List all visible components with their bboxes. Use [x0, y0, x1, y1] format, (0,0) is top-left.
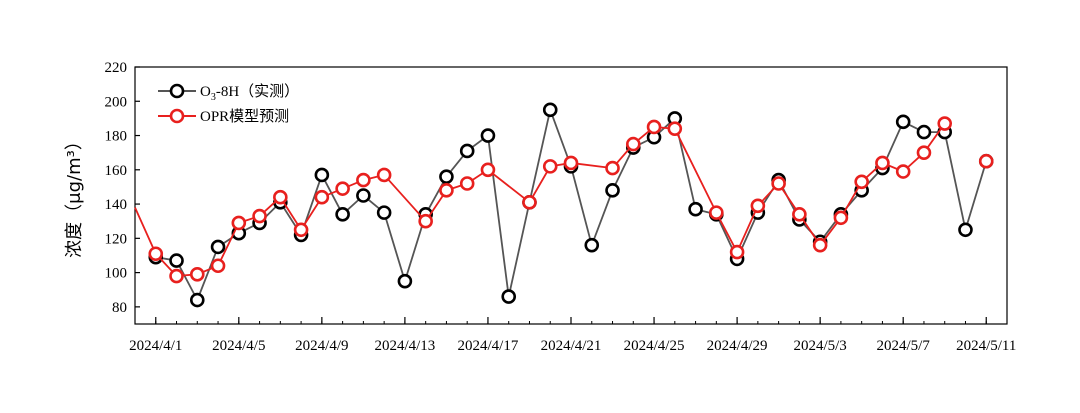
y-tick-label: 80 — [112, 300, 127, 316]
y-tick-label: 220 — [105, 60, 128, 76]
x-tick-label: 2024/5/3 — [793, 338, 846, 354]
y-axis-title: 浓度（μg/m³） — [64, 132, 85, 258]
data-point-predicted — [563, 155, 579, 171]
data-point-predicted — [522, 195, 537, 210]
series-predicted — [134, 116, 994, 284]
data-point-predicted — [895, 164, 911, 179]
data-point-predicted — [833, 210, 849, 226]
data-point-predicted — [646, 119, 662, 135]
data-point-predicted — [709, 205, 724, 220]
x-tick-label: 2024/5/11 — [956, 338, 1016, 354]
legend-marker-measured — [169, 83, 185, 99]
x-tick-label: 2024/4/13 — [374, 338, 435, 354]
x-tick-label: 2024/4/25 — [624, 338, 685, 354]
data-point-predicted — [812, 237, 828, 253]
data-point-measured — [335, 207, 350, 222]
axes: 80 100 120 140 160 180 200 220 2024/4/1 2024/4/5 2… — [105, 60, 1017, 354]
data-point-measured — [210, 239, 226, 255]
series-layer — [134, 102, 994, 308]
data-point-measured — [605, 183, 620, 198]
x-tick-label: 2024/5/7 — [877, 338, 931, 354]
legend: O3-8H（实测） OPR模型预测 — [158, 83, 299, 125]
data-point-measured — [501, 289, 517, 304]
data-point-measured — [356, 188, 371, 203]
x-tick-label: 2024/4/1 — [129, 338, 182, 354]
y-tick-label: 100 — [105, 266, 128, 282]
data-point-measured — [459, 143, 475, 159]
data-point-measured — [439, 169, 454, 184]
data-point-measured — [584, 237, 600, 253]
x-tick-label: 2024/4/9 — [295, 338, 348, 354]
data-point-predicted — [854, 174, 869, 190]
y-tick-label: 180 — [105, 129, 128, 145]
data-point-measured — [314, 167, 330, 183]
data-point-predicted — [231, 215, 247, 231]
y-tick-label: 140 — [105, 197, 128, 213]
x-tick-label: 2024/4/5 — [212, 338, 265, 354]
data-point-predicted — [875, 155, 890, 171]
data-point-measured — [480, 128, 496, 143]
data-point-measured — [189, 292, 205, 308]
legend-label-measured-rest: -8H（实测） — [216, 83, 299, 100]
data-point-predicted — [356, 172, 371, 188]
data-point-predicted — [937, 116, 953, 131]
data-point-predicted — [542, 159, 558, 174]
data-point-predicted — [439, 183, 454, 198]
data-point-predicted — [978, 153, 994, 169]
plot-frame — [134, 66, 1008, 325]
data-point-predicted — [771, 176, 786, 191]
legend-marker-predicted — [169, 108, 185, 124]
data-point-predicted — [335, 181, 350, 196]
legend-label-measured: O3-8H（实测） — [200, 83, 299, 103]
data-point-measured — [169, 253, 184, 268]
data-point-predicted — [148, 246, 164, 262]
y-tick-label: 120 — [105, 231, 128, 247]
data-point-measured — [542, 102, 558, 118]
data-point-predicted — [314, 189, 330, 205]
series-measured — [148, 102, 994, 308]
data-point-predicted — [418, 213, 433, 229]
data-point-measured — [376, 205, 392, 220]
data-point-measured — [958, 222, 973, 238]
data-point-predicted — [273, 189, 288, 205]
data-point-predicted — [750, 198, 766, 214]
data-point-predicted — [480, 162, 496, 178]
y-tick-label: 160 — [105, 163, 128, 179]
legend-label-measured-sub: 3 — [211, 92, 216, 103]
x-tick-label: 2024/4/21 — [541, 338, 602, 354]
legend-label-measured-main: O — [200, 84, 211, 100]
data-point-measured — [688, 201, 703, 217]
data-point-measured — [895, 114, 911, 130]
data-point-predicted — [625, 136, 641, 152]
y-tick-label: 200 — [105, 94, 128, 110]
data-point-measured — [397, 273, 413, 289]
data-point-measured — [916, 124, 932, 140]
series-line-predicted — [134, 123, 946, 277]
data-point-predicted — [792, 207, 807, 222]
data-point-predicted — [605, 160, 620, 176]
legend-label-predicted: OPR模型预测 — [200, 108, 289, 125]
data-point-predicted — [169, 268, 184, 284]
data-point-predicted — [916, 145, 932, 160]
x-tick-label: 2024/4/17 — [458, 338, 519, 354]
data-point-predicted — [729, 244, 745, 260]
data-point-predicted — [210, 258, 226, 274]
data-point-predicted — [293, 222, 309, 238]
data-point-predicted — [189, 267, 205, 282]
data-point-predicted — [252, 208, 267, 224]
data-point-predicted — [376, 167, 392, 183]
x-tick-label: 2024/4/29 — [707, 338, 768, 354]
data-point-predicted — [459, 176, 475, 191]
data-point-predicted — [667, 121, 683, 136]
